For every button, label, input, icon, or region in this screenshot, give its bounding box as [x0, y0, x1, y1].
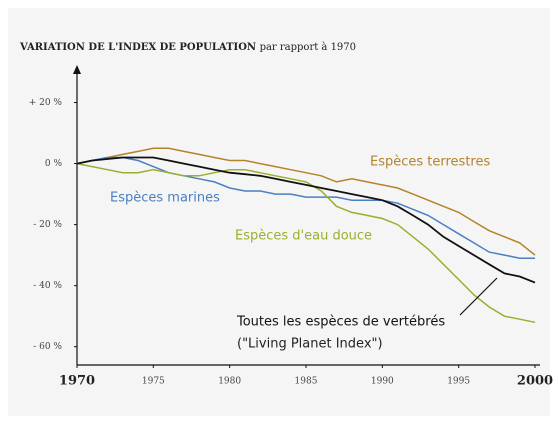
chart-title: VARIATION DE L'INDEX DE POPULATION par r… [19, 42, 356, 53]
line-series [76, 162, 536, 324]
y-tick-label: - 60 % [33, 342, 62, 352]
x-tick-label: 1985 [295, 377, 318, 387]
x-tick-label: 1995 [447, 377, 470, 387]
y-axis-arrow [73, 65, 81, 74]
series-label: Toutes les espèces de vertébrés [236, 315, 445, 330]
y-tick-label: 0 % [45, 159, 63, 169]
panel [8, 8, 550, 416]
annotation: ("Living Planet Index") [237, 337, 383, 352]
line-series [76, 156, 536, 284]
x-tick-label: 2000 [517, 374, 553, 389]
series-label: Espèces d'eau douce [235, 229, 372, 244]
leader-line [459, 277, 498, 316]
y-tick-label: - 40 % [33, 281, 62, 291]
x-tick-label: 1990 [371, 377, 394, 387]
series-label: Espèces marines [110, 191, 220, 206]
x-tick-label: 1975 [142, 377, 165, 387]
y-tick-label: + 20 % [29, 98, 63, 108]
x-tick-label: 1970 [59, 374, 95, 389]
y-tick-label: - 20 % [33, 220, 62, 230]
line-series [76, 156, 535, 259]
x-tick-label: 1980 [218, 377, 241, 387]
title-sub: par rapport à 1970 [260, 42, 356, 53]
title-main: VARIATION DE L'INDEX DE POPULATION [19, 42, 256, 53]
line-series [76, 147, 536, 256]
series-label: Espèces terrestres [370, 155, 490, 170]
